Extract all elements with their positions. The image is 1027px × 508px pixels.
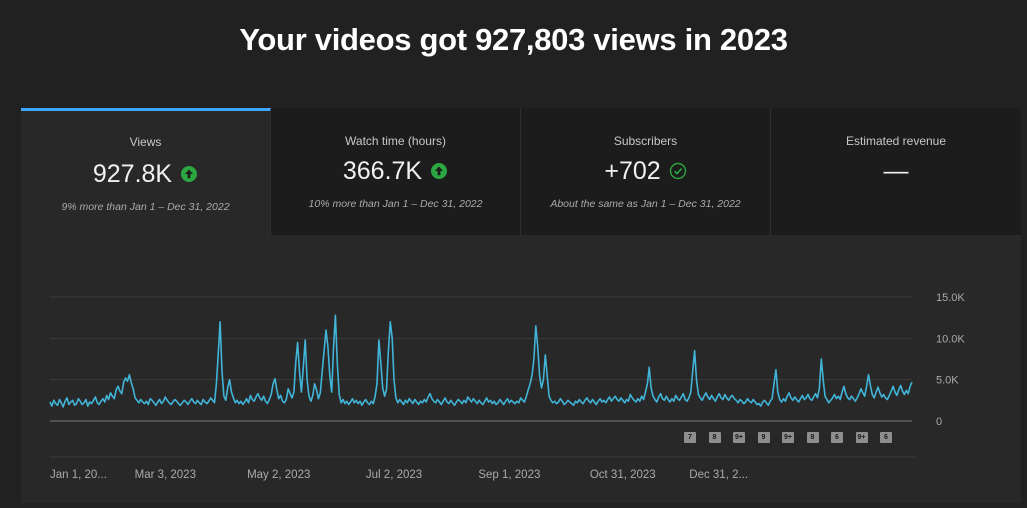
tab-value: 927.8K <box>92 159 173 188</box>
tab-label: Estimated revenue <box>845 134 947 148</box>
tab-compare-text: 9% more than Jan 1 – Dec 31, 2022 <box>61 201 230 213</box>
milestone-marker[interactable]: 8 <box>708 432 721 443</box>
milestone-marker[interactable]: 7 <box>684 432 696 443</box>
tab-label: Subscribers <box>613 134 678 148</box>
tab-label: Views <box>129 135 162 149</box>
x-tick-label: Dec 31, 2... <box>689 469 748 481</box>
up-arrow-icon <box>430 162 448 180</box>
milestone-marker[interactable]: 9+ <box>782 432 794 443</box>
milestone-marker[interactable]: 9 <box>757 432 770 443</box>
series-line <box>49 314 913 408</box>
tab-estimated-revenue[interactable]: Estimated revenue — <box>771 108 1021 235</box>
x-tick-label: Jul 2, 2023 <box>366 469 422 481</box>
analytics-panel: Views 927.8K 9% more than Jan 1 – Dec 31… <box>21 108 1021 503</box>
tab-value-row: 366.7K <box>271 156 520 186</box>
x-tick-label: Jan 1, 20... <box>50 469 107 481</box>
tab-watch-time[interactable]: Watch time (hours) 366.7K 10% more than … <box>271 108 521 235</box>
milestone-marker[interactable]: 6 <box>831 432 843 443</box>
check-circle-icon <box>669 162 687 180</box>
y-tick-label: 5.0K <box>936 375 959 387</box>
tab-value-row: 927.8K <box>21 159 270 189</box>
x-tick-label: Oct 31, 2023 <box>590 469 656 481</box>
metric-tabs: Views 927.8K 9% more than Jan 1 – Dec 31… <box>21 108 1021 235</box>
tab-value-row: +702 <box>521 156 770 186</box>
x-tick-label: Sep 1, 2023 <box>478 469 540 481</box>
y-tick-label: 10.0K <box>936 333 965 345</box>
x-tick-label: May 2, 2023 <box>247 469 310 481</box>
up-arrow-icon <box>180 165 198 183</box>
tab-subscribers[interactable]: Subscribers +702 About the same as Jan 1… <box>521 108 771 235</box>
milestone-marker[interactable]: 8 <box>806 432 819 443</box>
tab-value: 366.7K <box>342 156 423 185</box>
milestone-marker[interactable]: 6 <box>880 432 892 443</box>
tab-label: Watch time (hours) <box>345 134 446 148</box>
tab-value: +702 <box>604 156 661 185</box>
tab-views[interactable]: Views 927.8K 9% more than Jan 1 – Dec 31… <box>21 108 271 235</box>
tab-value-row: — <box>771 156 1021 186</box>
y-tick-label: 0 <box>936 416 942 428</box>
milestone-marker[interactable]: 9+ <box>733 432 745 443</box>
views-chart: 0 5.0K 10.0K 15.0K Jan 1, 20... Mar 3, 2023 Ma… <box>21 235 1021 503</box>
y-tick-label: 15.0K <box>936 292 965 304</box>
tab-value: — <box>883 156 909 185</box>
page-headline: Your videos got 927,803 views in 2023 <box>239 22 788 57</box>
tab-compare-text: 10% more than Jan 1 – Dec 31, 2022 <box>308 198 483 210</box>
x-tick-label: Mar 3, 2023 <box>135 469 196 481</box>
tab-compare-text: About the same as Jan 1 – Dec 31, 2022 <box>550 198 741 210</box>
milestone-marker[interactable]: 9+ <box>855 432 868 443</box>
line-chart: 0 5.0K 10.0K 15.0K Jan 1, 20... Mar 3, 2023 Ma… <box>49 292 965 481</box>
